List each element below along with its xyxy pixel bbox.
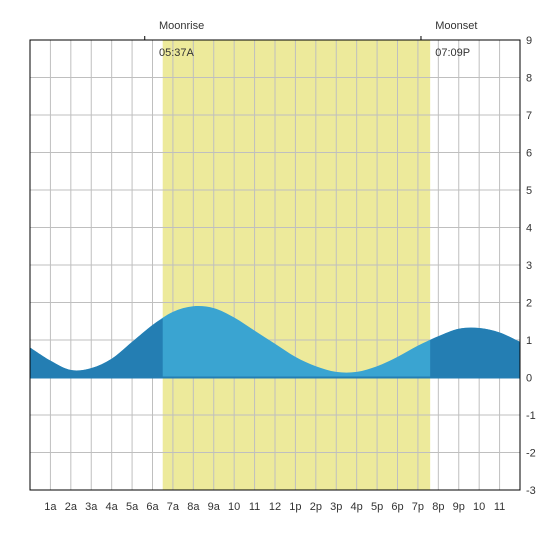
x-tick-label: 3p bbox=[330, 501, 342, 513]
y-tick-label: 6 bbox=[526, 148, 532, 160]
moonrise-label: Moonrise 05:37A bbox=[147, 6, 204, 75]
moonset-label: Moonset 07:09P bbox=[423, 6, 477, 75]
tide-chart: -3-2-101234567891a2a3a4a5a6a7a8a9a101112… bbox=[0, 0, 550, 550]
y-tick-label: -3 bbox=[526, 485, 536, 497]
y-tick-label: 8 bbox=[526, 73, 532, 85]
y-tick-label: -1 bbox=[526, 410, 536, 422]
y-tick-label: 2 bbox=[526, 298, 532, 310]
moonrise-time: 05:37A bbox=[159, 47, 194, 59]
x-tick-label: 7p bbox=[412, 501, 424, 513]
moonset-title: Moonset bbox=[435, 20, 477, 32]
y-tick-label: 5 bbox=[526, 185, 532, 197]
x-tick-label: 3a bbox=[85, 501, 98, 513]
x-tick-label: 4p bbox=[351, 501, 363, 513]
y-tick-label: 3 bbox=[526, 260, 532, 272]
y-tick-label: 0 bbox=[526, 373, 532, 385]
x-tick-label: 2a bbox=[65, 501, 78, 513]
x-tick-label: 6p bbox=[391, 501, 403, 513]
x-tick-label: 8a bbox=[187, 501, 200, 513]
y-tick-label: 9 bbox=[526, 35, 532, 47]
chart-svg: -3-2-101234567891a2a3a4a5a6a7a8a9a101112… bbox=[0, 0, 550, 550]
x-tick-label: 11 bbox=[249, 501, 260, 513]
x-tick-label: 4a bbox=[106, 501, 119, 513]
y-tick-label: -2 bbox=[526, 448, 536, 460]
x-tick-label: 1p bbox=[289, 501, 301, 513]
x-tick-label: 12 bbox=[269, 501, 281, 513]
x-tick-label: 5p bbox=[371, 501, 383, 513]
x-tick-label: 6a bbox=[146, 501, 159, 513]
x-tick-label: 10 bbox=[473, 501, 485, 513]
y-tick-label: 4 bbox=[526, 223, 532, 235]
moonrise-title: Moonrise bbox=[159, 20, 204, 32]
x-tick-label: 8p bbox=[432, 501, 444, 513]
y-tick-label: 1 bbox=[526, 335, 532, 347]
x-tick-label: 10 bbox=[228, 501, 240, 513]
x-tick-label: 5a bbox=[126, 501, 139, 513]
x-tick-label: 9p bbox=[453, 501, 465, 513]
x-tick-label: 11 bbox=[494, 501, 505, 513]
x-tick-label: 1a bbox=[44, 501, 57, 513]
x-tick-label: 2p bbox=[310, 501, 322, 513]
moonset-time: 07:09P bbox=[435, 47, 470, 59]
x-tick-label: 7a bbox=[167, 501, 180, 513]
y-tick-label: 7 bbox=[526, 110, 532, 122]
x-tick-label: 9a bbox=[208, 501, 221, 513]
